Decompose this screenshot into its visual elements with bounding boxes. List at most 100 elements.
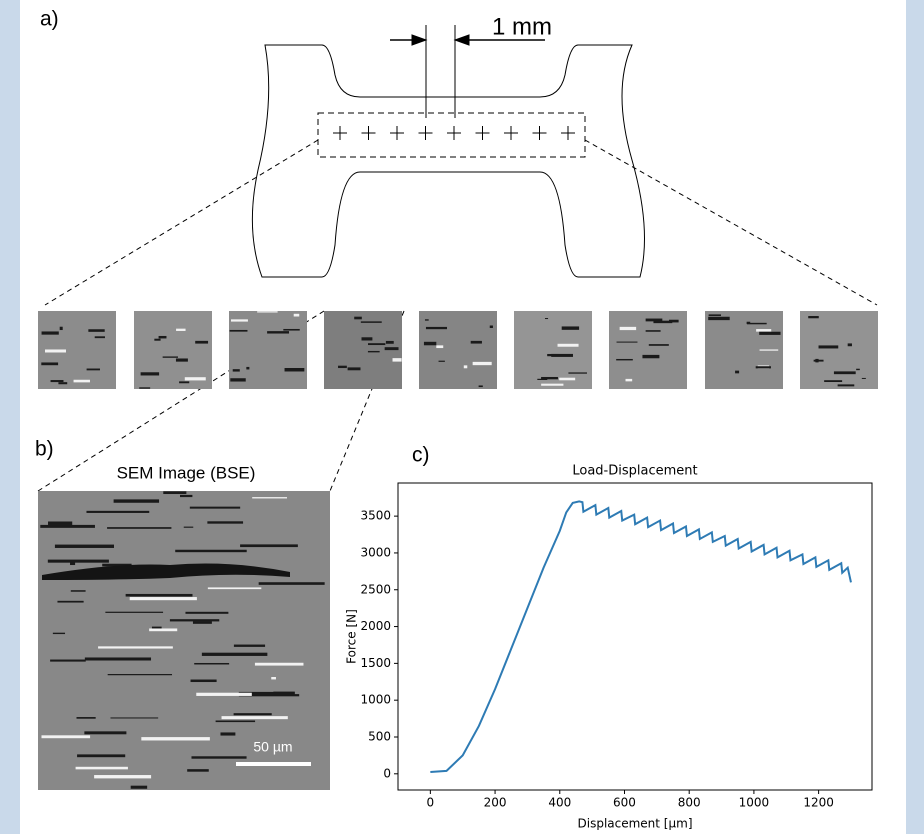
micrograph bbox=[419, 311, 497, 389]
texture bbox=[141, 372, 159, 375]
texture bbox=[202, 653, 268, 656]
texture bbox=[848, 343, 852, 346]
texture bbox=[354, 317, 362, 320]
texture bbox=[60, 327, 63, 330]
texture bbox=[424, 342, 436, 345]
texture bbox=[708, 317, 729, 320]
texture bbox=[473, 362, 492, 365]
texture bbox=[196, 693, 252, 696]
x-tick-label: 1000 bbox=[739, 796, 770, 810]
texture bbox=[154, 339, 160, 341]
texture bbox=[176, 329, 185, 331]
texture bbox=[180, 495, 192, 497]
y-tick-label: 1500 bbox=[360, 656, 391, 670]
texture bbox=[348, 367, 361, 370]
texture bbox=[747, 322, 751, 324]
texture bbox=[94, 775, 151, 778]
y-axis-label: Force [N] bbox=[345, 609, 359, 664]
texture bbox=[41, 735, 90, 738]
texture bbox=[562, 326, 579, 329]
image-title: SEM Image (BSE) bbox=[117, 463, 256, 482]
texture bbox=[760, 349, 779, 350]
texture bbox=[234, 713, 272, 715]
texture bbox=[194, 663, 229, 664]
texture bbox=[386, 341, 394, 344]
texture bbox=[130, 597, 197, 600]
texture bbox=[216, 720, 255, 722]
texture bbox=[42, 331, 59, 334]
texture bbox=[105, 612, 163, 613]
x-tick-label: 800 bbox=[678, 796, 701, 810]
chart-title: Load-Displacement bbox=[572, 464, 697, 479]
texture bbox=[107, 527, 171, 529]
texture bbox=[179, 381, 189, 383]
texture bbox=[163, 356, 178, 357]
texture bbox=[149, 628, 177, 631]
texture bbox=[176, 358, 188, 361]
texture bbox=[233, 369, 240, 371]
texture bbox=[471, 341, 482, 344]
texture bbox=[834, 371, 856, 374]
texture bbox=[338, 366, 347, 368]
texture bbox=[649, 344, 669, 346]
texture bbox=[368, 343, 385, 345]
texture bbox=[191, 756, 246, 758]
panel-label: b) bbox=[35, 438, 54, 461]
texture bbox=[385, 347, 399, 350]
texture bbox=[626, 379, 633, 381]
y-tick-label: 2500 bbox=[360, 582, 391, 596]
texture bbox=[815, 359, 818, 362]
texture bbox=[559, 378, 575, 381]
texture bbox=[191, 680, 217, 683]
texture bbox=[541, 377, 558, 379]
y-tick-label: 3000 bbox=[360, 545, 391, 559]
texture bbox=[87, 369, 100, 371]
micrograph bbox=[800, 311, 878, 389]
texture bbox=[220, 732, 235, 735]
x-tick-label: 0 bbox=[427, 796, 435, 810]
texture bbox=[45, 349, 66, 352]
texture bbox=[77, 717, 96, 719]
texture bbox=[222, 716, 288, 719]
texture bbox=[283, 329, 299, 331]
texture bbox=[646, 319, 663, 322]
micrograph bbox=[609, 311, 687, 389]
texture bbox=[74, 380, 90, 383]
texture bbox=[190, 507, 240, 509]
texture bbox=[361, 321, 382, 322]
texture bbox=[95, 336, 105, 338]
texture bbox=[246, 367, 249, 370]
texture bbox=[53, 633, 65, 634]
texture bbox=[735, 371, 739, 374]
texture bbox=[70, 562, 75, 565]
texture bbox=[425, 319, 429, 320]
texture bbox=[271, 677, 276, 679]
texture bbox=[862, 378, 866, 379]
texture bbox=[110, 717, 158, 718]
texture bbox=[185, 612, 228, 614]
texture bbox=[139, 387, 150, 388]
texture bbox=[208, 587, 261, 589]
texture bbox=[808, 316, 819, 318]
texture bbox=[558, 344, 579, 347]
texture bbox=[479, 385, 483, 387]
x-tick-label: 1200 bbox=[803, 796, 834, 810]
texture bbox=[234, 645, 265, 647]
texture bbox=[184, 527, 194, 528]
texture bbox=[185, 377, 206, 380]
texture bbox=[114, 499, 159, 502]
texture bbox=[838, 384, 855, 386]
texture bbox=[756, 329, 771, 332]
x-axis-label: Displacement [µm] bbox=[578, 817, 693, 831]
scale-bar-label: 50 µm bbox=[253, 739, 292, 755]
texture bbox=[40, 525, 95, 528]
texture bbox=[48, 560, 109, 563]
texture bbox=[436, 345, 443, 348]
texture bbox=[230, 330, 248, 332]
texture bbox=[71, 590, 86, 592]
texture bbox=[77, 754, 125, 757]
texture bbox=[294, 314, 300, 317]
texture bbox=[193, 621, 212, 624]
figure: a) 1 mm b) SEM Image (BSE) c) 50 µm Load… bbox=[0, 0, 924, 834]
